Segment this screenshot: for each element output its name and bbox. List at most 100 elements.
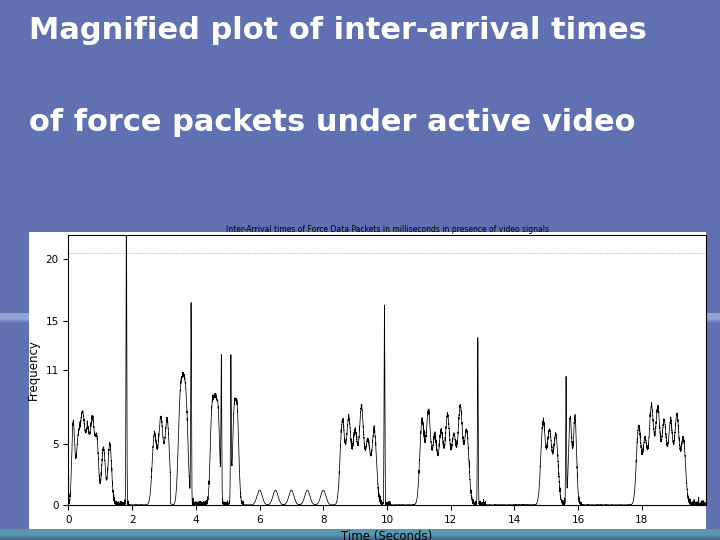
Bar [0, 314, 720, 320]
Bar [0, 531, 720, 536]
Bar [0, 530, 720, 536]
Bar [0, 318, 720, 323]
Bar [0, 532, 720, 537]
Bar [0, 318, 720, 323]
Bar [0, 314, 720, 319]
Bar [0, 530, 720, 536]
Title: Inter-Arrival times of Force Data Packets in milliseconds in presence of video s: Inter-Arrival times of Force Data Packet… [225, 225, 549, 234]
Bar [0, 529, 720, 535]
Bar [0, 318, 720, 323]
Bar [0, 314, 720, 319]
Bar [0, 530, 720, 535]
Bar [0, 314, 720, 320]
Bar [0, 316, 720, 321]
Bar [0, 318, 720, 323]
Bar [0, 530, 720, 535]
Bar [0, 318, 720, 323]
Bar [0, 316, 720, 322]
Bar [0, 314, 720, 320]
Bar [0, 534, 720, 539]
Bar [0, 529, 720, 535]
Bar [0, 319, 720, 324]
Text: Magnified plot of inter-arrival times: Magnified plot of inter-arrival times [29, 16, 647, 45]
Bar [0, 535, 720, 540]
Bar [0, 532, 720, 538]
Bar [0, 315, 720, 320]
Bar [0, 315, 720, 320]
Bar [0, 315, 720, 321]
Bar [0, 532, 720, 537]
Bar [0, 534, 720, 539]
Bar [0, 318, 720, 323]
Bar [0, 316, 720, 321]
Bar [0, 316, 720, 322]
Bar [0, 531, 720, 537]
Bar [0, 532, 720, 538]
Bar [0, 534, 720, 539]
Bar [0, 534, 720, 539]
Bar [0, 534, 720, 539]
Bar [0, 531, 720, 536]
Bar [0, 531, 720, 536]
X-axis label: Time (Seconds): Time (Seconds) [341, 530, 433, 540]
Bar [0, 315, 720, 320]
Bar [0, 316, 720, 322]
Bar [0, 315, 720, 321]
Bar [0, 316, 720, 322]
Bar [0, 532, 720, 538]
Bar [0, 317, 720, 322]
Bar [29, 232, 706, 529]
Bar [0, 319, 720, 324]
Bar [0, 317, 720, 322]
Bar [0, 316, 720, 321]
Bar [0, 531, 720, 537]
Y-axis label: Frequency: Frequency [27, 340, 40, 400]
Bar [0, 315, 720, 321]
Bar [0, 535, 720, 540]
Bar [0, 533, 720, 538]
Bar [0, 318, 720, 323]
Bar [0, 314, 720, 320]
Bar [0, 317, 720, 322]
Bar [0, 530, 720, 536]
Bar [0, 316, 720, 321]
Bar [0, 314, 720, 320]
Bar [0, 315, 720, 320]
Bar [0, 530, 720, 536]
Bar [0, 530, 720, 535]
Bar [0, 316, 720, 322]
Bar [0, 313, 720, 319]
Bar [0, 531, 720, 537]
Bar [0, 533, 720, 538]
Bar [0, 315, 720, 320]
Bar [0, 535, 720, 540]
Bar [0, 315, 720, 321]
Bar [0, 315, 720, 321]
Bar [0, 532, 720, 538]
Bar [0, 530, 720, 536]
Bar [0, 314, 720, 319]
Text: of force packets under active video: of force packets under active video [29, 108, 635, 137]
Bar [0, 314, 720, 320]
Bar [0, 316, 720, 322]
Bar [0, 317, 720, 322]
Bar [0, 534, 720, 539]
Bar [0, 531, 720, 537]
Bar [0, 318, 720, 323]
Bar [0, 318, 720, 323]
Bar [0, 532, 720, 537]
Bar [0, 319, 720, 324]
Bar [0, 316, 720, 321]
Bar [0, 533, 720, 538]
Bar [0, 314, 720, 319]
Bar [0, 315, 720, 321]
Bar [0, 317, 720, 322]
Bar [0, 532, 720, 538]
Bar [0, 534, 720, 539]
Bar [0, 315, 720, 320]
Bar [0, 313, 720, 319]
Bar [0, 531, 720, 537]
Bar [0, 534, 720, 539]
Bar [0, 314, 720, 319]
Bar [0, 314, 720, 319]
